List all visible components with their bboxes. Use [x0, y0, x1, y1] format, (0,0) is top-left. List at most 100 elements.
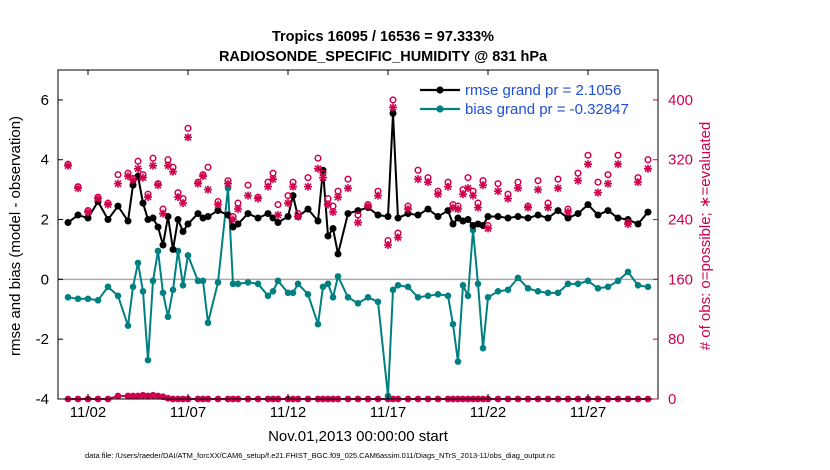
obs-possible-marker: [494, 180, 502, 188]
bias-point: [214, 279, 222, 286]
rmse-point: [584, 201, 592, 209]
bias-point: [184, 252, 192, 259]
obs-evaluated-marker: [319, 173, 327, 182]
rmse-point: [524, 214, 532, 222]
rmse-point: [164, 213, 172, 221]
obs-evaluated-marker: [554, 184, 562, 193]
asterisk-stroke: [159, 209, 167, 218]
obs-evaluated-marker: [94, 194, 102, 203]
bias-point: [574, 280, 582, 288]
rmse-point: [214, 207, 222, 215]
bias-point: [64, 294, 72, 301]
asterisk-stroke: [414, 175, 422, 183]
rmse-point: [644, 208, 652, 216]
rmse-point: [274, 219, 282, 227]
bias-point: [464, 292, 472, 300]
asterisk-stroke: [274, 211, 282, 219]
asterisk-stroke: [94, 195, 102, 203]
obs-evaluated-marker: [274, 211, 282, 220]
obs-evaluated-marker: [194, 179, 202, 188]
rmse-point: [464, 216, 472, 224]
obs-evaluated-marker: [234, 205, 242, 214]
obs-evaluated-marker: [254, 194, 262, 203]
asterisk-stroke: [84, 208, 92, 216]
asterisk-stroke: [229, 215, 237, 224]
rmse-point: [204, 213, 212, 221]
bias-point: [164, 313, 172, 321]
obs-evaluated-marker: [524, 203, 532, 212]
legend-rmse-marker: [436, 86, 444, 94]
asterisk-stroke: [74, 184, 82, 192]
obs-possible-marker: [604, 171, 612, 179]
bias-point: [179, 282, 187, 289]
asterisk-stroke: [254, 195, 262, 203]
obs-count-point: [144, 392, 152, 400]
rmse-point: [604, 207, 612, 215]
rmse-point: [74, 211, 82, 219]
asterisk-stroke: [214, 201, 222, 209]
x-tick-label: 11/02: [70, 404, 106, 421]
bias-point: [459, 282, 467, 289]
rmse-point: [534, 211, 542, 219]
bias-point: [444, 292, 452, 300]
bias-point: [454, 358, 462, 365]
rmse-point: [449, 220, 457, 228]
bias-point: [404, 283, 412, 291]
obs-evaluated-marker: [269, 175, 277, 184]
bias-point: [414, 294, 422, 301]
bias-point: [634, 282, 642, 289]
bias-point: [314, 320, 322, 328]
bias-point: [364, 294, 372, 301]
rmse-point: [554, 207, 562, 215]
obs-evaluated-marker: [124, 172, 132, 181]
x-tick-label: 11/22: [470, 404, 506, 421]
bias-point: [614, 277, 622, 285]
rmse-point: [139, 199, 147, 207]
bias-point: [234, 280, 242, 288]
obs-count-point: [129, 392, 137, 400]
obs-evaluated-marker: [294, 212, 302, 221]
rmse-line: [67, 113, 649, 255]
asterisk-stroke: [514, 184, 522, 192]
rmse-point: [169, 245, 177, 253]
y-right-tick-label: 320: [668, 152, 693, 169]
asterisk-stroke: [144, 193, 152, 201]
x-tick-label: 11/17: [370, 404, 406, 421]
rmse-point: [289, 192, 297, 200]
bias-point: [504, 286, 512, 294]
bias-point: [204, 319, 212, 327]
asterisk-stroke: [64, 162, 72, 170]
asterisk-stroke: [114, 180, 122, 188]
bias-point: [494, 288, 502, 295]
bias-point: [354, 299, 362, 307]
bias-point: [604, 283, 612, 291]
obs-evaluated-marker: [574, 176, 582, 185]
asterisk-stroke: [604, 180, 612, 188]
bias-point: [534, 288, 542, 295]
bias-point: [254, 280, 262, 288]
obs-evaluated-marker: [594, 188, 602, 197]
obs-evaluated-marker: [179, 199, 187, 208]
obs-possible-marker: [464, 174, 472, 182]
obs-evaluated-marker: [389, 103, 397, 112]
x-axis: 11/02 11/07 11/12 11/17 11/22 11/27: [70, 70, 606, 421]
obs-possible-marker: [184, 124, 192, 132]
bias-point: [624, 268, 632, 276]
asterisk-stroke: [244, 192, 252, 200]
asterisk-stroke: [204, 186, 212, 194]
asterisk-stroke: [354, 218, 362, 227]
rmse-point: [374, 211, 382, 219]
rmse-point: [344, 210, 352, 218]
rmse-point: [324, 232, 332, 240]
rmse-point: [114, 202, 122, 210]
rmse-point: [64, 219, 72, 227]
obs-evaluated-marker: [314, 164, 322, 173]
asterisk-stroke: [184, 133, 192, 141]
asterisk-stroke: [174, 193, 182, 201]
bias-line: [67, 188, 649, 397]
rmse-point: [194, 210, 202, 218]
bias-point: [274, 277, 282, 285]
rmse-point: [174, 216, 182, 224]
obs-evaluated-marker: [434, 190, 442, 199]
bias-point: [224, 184, 232, 192]
